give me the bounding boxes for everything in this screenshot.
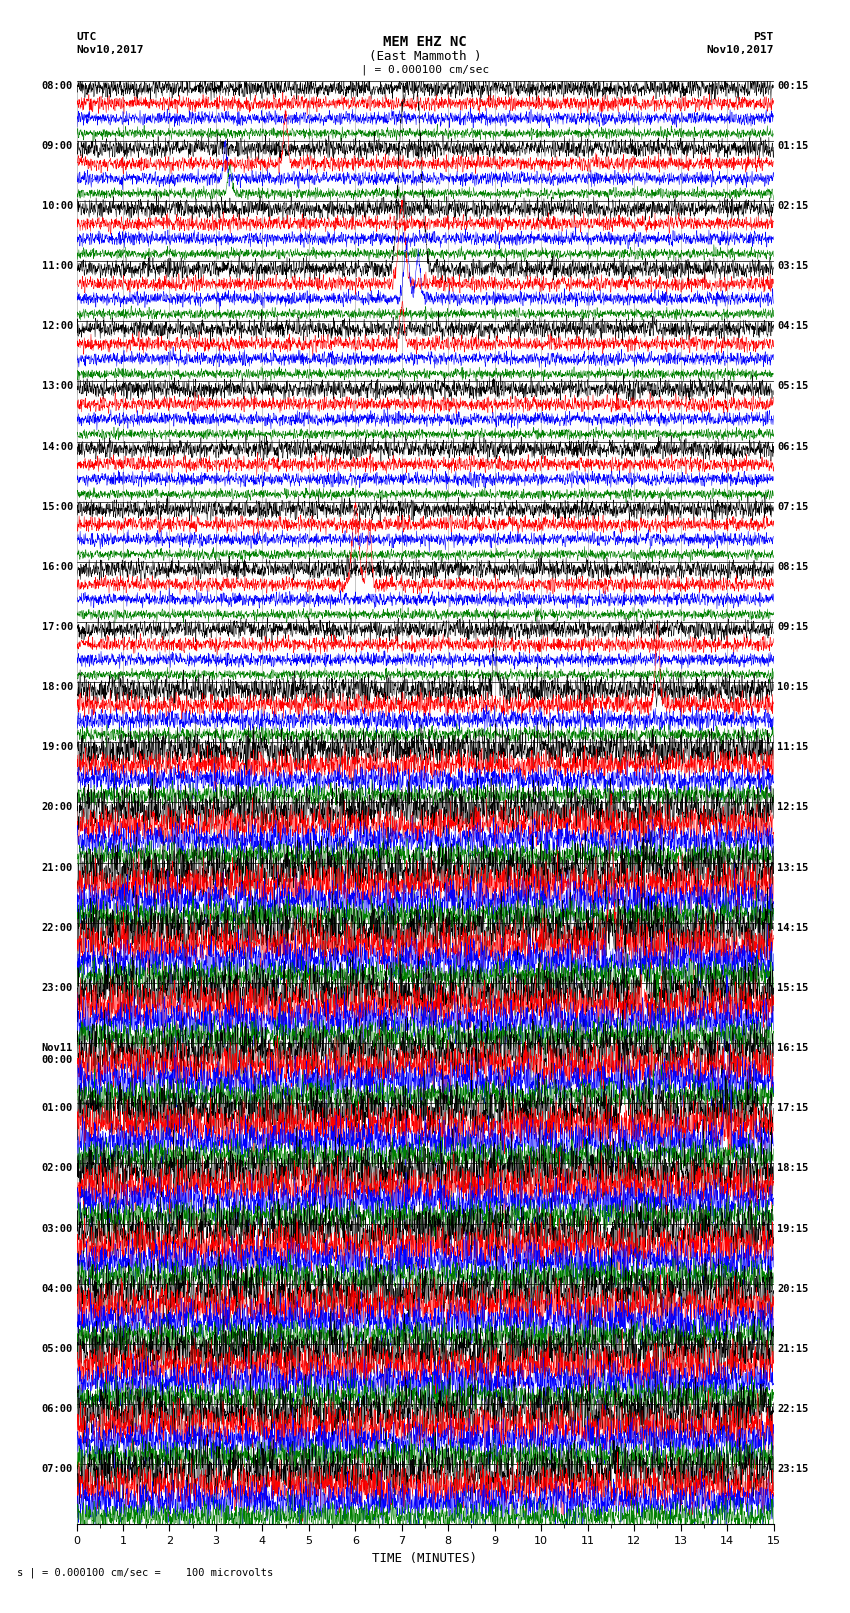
Text: 19:00: 19:00 [42, 742, 73, 752]
X-axis label: TIME (MINUTES): TIME (MINUTES) [372, 1552, 478, 1565]
Text: 11:00: 11:00 [42, 261, 73, 271]
Text: 07:00: 07:00 [42, 1465, 73, 1474]
Text: 02:00: 02:00 [42, 1163, 73, 1173]
Text: 17:00: 17:00 [42, 623, 73, 632]
Text: 04:15: 04:15 [777, 321, 808, 331]
Text: 21:15: 21:15 [777, 1344, 808, 1353]
Text: UTC: UTC [76, 32, 97, 42]
Text: 17:15: 17:15 [777, 1103, 808, 1113]
Text: 18:15: 18:15 [777, 1163, 808, 1173]
Text: MEM EHZ NC: MEM EHZ NC [383, 35, 467, 50]
Text: 18:00: 18:00 [42, 682, 73, 692]
Text: 22:15: 22:15 [777, 1403, 808, 1415]
Text: Nov10,2017: Nov10,2017 [706, 45, 774, 55]
Text: 19:15: 19:15 [777, 1224, 808, 1234]
Text: (East Mammoth ): (East Mammoth ) [369, 50, 481, 63]
Text: Nov11
00:00: Nov11 00:00 [42, 1044, 73, 1065]
Text: 16:15: 16:15 [777, 1044, 808, 1053]
Text: 22:00: 22:00 [42, 923, 73, 932]
Text: 20:15: 20:15 [777, 1284, 808, 1294]
Text: 23:00: 23:00 [42, 982, 73, 994]
Text: 23:15: 23:15 [777, 1465, 808, 1474]
Text: 00:15: 00:15 [777, 81, 808, 90]
Text: 14:00: 14:00 [42, 442, 73, 452]
Text: 05:00: 05:00 [42, 1344, 73, 1353]
Text: 13:15: 13:15 [777, 863, 808, 873]
Text: 14:15: 14:15 [777, 923, 808, 932]
Text: 06:15: 06:15 [777, 442, 808, 452]
Text: s | = 0.000100 cm/sec =    100 microvolts: s | = 0.000100 cm/sec = 100 microvolts [17, 1568, 273, 1579]
Text: 12:15: 12:15 [777, 803, 808, 813]
Text: 21:00: 21:00 [42, 863, 73, 873]
Text: 03:15: 03:15 [777, 261, 808, 271]
Text: 05:15: 05:15 [777, 381, 808, 392]
Text: 20:00: 20:00 [42, 803, 73, 813]
Text: 09:00: 09:00 [42, 140, 73, 150]
Text: 02:15: 02:15 [777, 202, 808, 211]
Text: 08:00: 08:00 [42, 81, 73, 90]
Text: 01:15: 01:15 [777, 140, 808, 150]
Text: 03:00: 03:00 [42, 1224, 73, 1234]
Text: 09:15: 09:15 [777, 623, 808, 632]
Text: 06:00: 06:00 [42, 1403, 73, 1415]
Text: 08:15: 08:15 [777, 561, 808, 573]
Text: Nov10,2017: Nov10,2017 [76, 45, 144, 55]
Text: 07:15: 07:15 [777, 502, 808, 511]
Text: 15:15: 15:15 [777, 982, 808, 994]
Text: 15:00: 15:00 [42, 502, 73, 511]
Text: 01:00: 01:00 [42, 1103, 73, 1113]
Text: 11:15: 11:15 [777, 742, 808, 752]
Text: 10:00: 10:00 [42, 202, 73, 211]
Text: 04:00: 04:00 [42, 1284, 73, 1294]
Text: 16:00: 16:00 [42, 561, 73, 573]
Text: PST: PST [753, 32, 774, 42]
Text: 10:15: 10:15 [777, 682, 808, 692]
Text: 13:00: 13:00 [42, 381, 73, 392]
Text: | = 0.000100 cm/sec: | = 0.000100 cm/sec [361, 65, 489, 76]
Text: 12:00: 12:00 [42, 321, 73, 331]
